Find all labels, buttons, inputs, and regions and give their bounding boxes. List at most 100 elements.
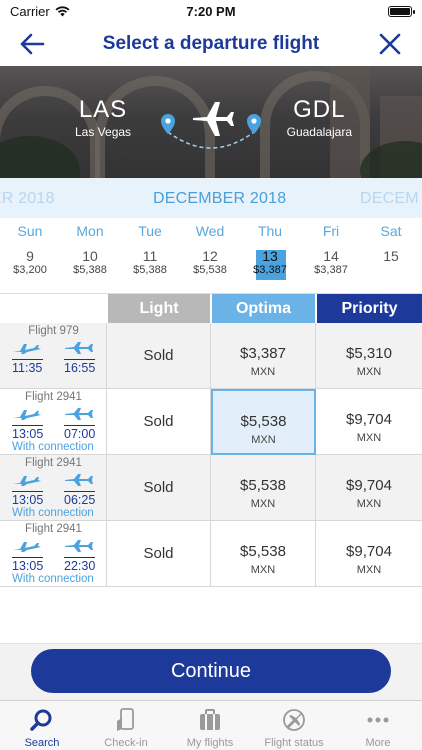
tab-search[interactable]: Search: [0, 701, 84, 750]
tab-label: More: [365, 737, 391, 749]
battery-icon: [388, 5, 415, 17]
day-price: $3,387: [253, 264, 287, 276]
fare-light-cell: Sold: [107, 455, 211, 521]
fare-priority-cell[interactable]: $9,704 MXN: [316, 455, 422, 521]
origin-city: LAS Las Vegas: [75, 96, 131, 139]
day-number: 10: [82, 248, 98, 264]
day-cell[interactable]: 14 $3,387: [301, 248, 361, 276]
dow-label: Tue: [138, 223, 162, 239]
fare-currency: MXN: [356, 366, 382, 378]
dow-label: Thu: [257, 223, 283, 239]
sold-label: Sold: [143, 347, 174, 364]
dow-label: Fri: [322, 223, 340, 239]
fare-price: $5,310: [346, 345, 392, 362]
fare-price: $9,704: [346, 543, 392, 560]
flight-info: Flight 2941 13:05 06:25 With connection: [0, 455, 107, 521]
day-price: $3,387: [314, 264, 348, 276]
departure-time: 13:05: [12, 493, 44, 507]
fare-optima-cell[interactable]: $5,538 MXN: [211, 455, 316, 521]
month-current: DECEMBER 2018: [153, 190, 287, 207]
origin-name: Las Vegas: [75, 125, 132, 139]
sold-label: Sold: [143, 413, 174, 430]
day-number: 15: [383, 248, 399, 264]
tab-flight-status[interactable]: Flight status: [252, 701, 336, 750]
departure-plane-icon: [13, 410, 41, 420]
connection-label: With connection: [12, 441, 94, 453]
plane-status-icon: [283, 709, 305, 731]
tab-check-in[interactable]: Check-in: [84, 701, 168, 750]
origin-code: LAS: [78, 96, 128, 123]
departure-time: 11:35: [12, 361, 43, 375]
close-icon[interactable]: [376, 30, 404, 58]
day-price: $3,200: [13, 264, 47, 276]
list-empty-area: [0, 587, 422, 643]
carrier-label: Carrier: [10, 3, 50, 19]
month-selector[interactable]: BER 2018 DECEMBER 2018 DECEM: [0, 178, 422, 218]
departure-time: 13:05: [12, 559, 44, 573]
day-number: 9: [26, 248, 34, 264]
fare-price: $9,704: [346, 477, 392, 494]
day-number: 13: [262, 248, 278, 264]
month-previous[interactable]: BER 2018: [0, 190, 55, 207]
fare-optima-cell-selected[interactable]: $5,538 MXN: [211, 389, 316, 455]
fare-priority-cell[interactable]: $9,704 MXN: [316, 521, 422, 587]
fare-price: $9,704: [346, 411, 392, 428]
continue-container: Continue: [0, 643, 422, 700]
fare-currency: MXN: [250, 498, 276, 510]
flight-row: Flight 2941 13:05 06:25 With connection …: [0, 455, 422, 521]
fare-light-cell: Sold: [107, 389, 211, 455]
departure-plane-icon: [13, 476, 41, 486]
fare-header-priority: Priority: [317, 294, 422, 324]
day-cell[interactable]: 11 $5,388: [120, 248, 180, 276]
phone-icon: [117, 708, 134, 731]
tab-more[interactable]: More: [336, 701, 420, 750]
route-hero: LAS Las Vegas GDL Guadalajara: [0, 66, 422, 178]
arrival-plane-icon: [65, 342, 93, 354]
flight-number: Flight 2941: [25, 391, 82, 403]
destination-code: GDL: [293, 96, 346, 123]
fare-light-cell: Sold: [107, 323, 211, 389]
month-next[interactable]: DECEM: [360, 190, 419, 207]
flight-row: Flight 2941 13:05 22:30 With connection …: [0, 521, 422, 587]
flight-row: Flight 2941 13:05 07:00 With connection …: [0, 389, 422, 455]
tab-label: Check-in: [104, 737, 148, 749]
destination-name: Guadalajara: [286, 125, 352, 139]
wifi-icon: [55, 5, 70, 16]
arrival-plane-icon: [65, 408, 93, 420]
day-cell[interactable]: 9 $3,200: [0, 248, 60, 276]
fare-header-optima: Optima: [212, 294, 315, 324]
fare-priority-cell[interactable]: $5,310 MXN: [316, 323, 422, 389]
fare-optima-cell[interactable]: $5,538 MXN: [211, 521, 316, 587]
suitcase-icon: [200, 709, 220, 730]
destination-city: GDL Guadalajara: [287, 96, 352, 139]
sold-label: Sold: [143, 545, 174, 562]
tab-label: My flights: [186, 737, 234, 749]
day-cell[interactable]: 12 $5,538: [180, 248, 240, 276]
day-cell-selected[interactable]: 13 $3,387: [240, 248, 300, 280]
connection-label: With connection: [12, 507, 94, 519]
dow-label: Sat: [380, 223, 402, 239]
flight-number: Flight 2941: [25, 523, 82, 535]
arrow-left-icon[interactable]: [18, 30, 46, 58]
flight-row: Flight 979 11:35 16:55 Sold $3,387 MXN $…: [0, 323, 422, 389]
fare-light-cell: Sold: [107, 521, 211, 587]
flight-info: Flight 2941 13:05 22:30 With connection: [0, 521, 107, 587]
continue-button[interactable]: Continue: [31, 649, 391, 693]
flight-list: Flight 979 11:35 16:55 Sold $3,387 MXN $…: [0, 323, 422, 587]
nav-bar: Select a departure flight: [0, 22, 422, 66]
tab-bar: Search Check-in My flights Flight stat: [0, 700, 422, 750]
arrival-time: 06:25: [64, 493, 96, 507]
day-cell[interactable]: 10 $5,388: [60, 248, 120, 276]
arrival-time: 22:30: [64, 559, 96, 573]
departure-time: 13:05: [12, 427, 44, 441]
day-cell[interactable]: 15: [361, 248, 421, 264]
status-left: Carrier: [10, 4, 70, 19]
flight-number: Flight 2941: [25, 457, 82, 469]
fare-optima-cell[interactable]: $3,387 MXN: [211, 323, 316, 389]
tab-label: Flight status: [264, 737, 324, 749]
fare-currency: MXN: [250, 366, 276, 378]
fare-priority-cell[interactable]: $9,704 MXN: [316, 389, 422, 455]
tab-my-flights[interactable]: My flights: [168, 701, 252, 750]
dow-label: Mon: [76, 223, 104, 239]
selected-day-highlight: [256, 250, 286, 280]
